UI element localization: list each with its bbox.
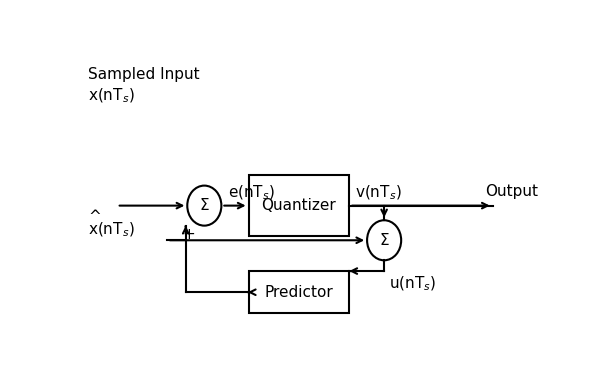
Text: u(nT$_s$): u(nT$_s$): [389, 274, 436, 292]
Text: Predictor: Predictor: [264, 285, 333, 300]
Text: Σ: Σ: [380, 233, 389, 248]
Text: x(nT$_s$): x(nT$_s$): [88, 221, 135, 239]
Text: ^: ^: [88, 209, 101, 224]
Text: x(nT$_s$): x(nT$_s$): [88, 86, 135, 105]
Bar: [248, 175, 349, 236]
Text: Quantizer: Quantizer: [262, 198, 336, 213]
Text: Sampled Input: Sampled Input: [88, 67, 200, 82]
Text: e(nT$_s$): e(nT$_s$): [228, 184, 275, 202]
Text: v(nT$_s$): v(nT$_s$): [355, 184, 402, 202]
Text: Output: Output: [485, 184, 538, 199]
Text: Σ: Σ: [199, 198, 209, 213]
Text: +: +: [183, 227, 195, 242]
Bar: [248, 271, 349, 313]
